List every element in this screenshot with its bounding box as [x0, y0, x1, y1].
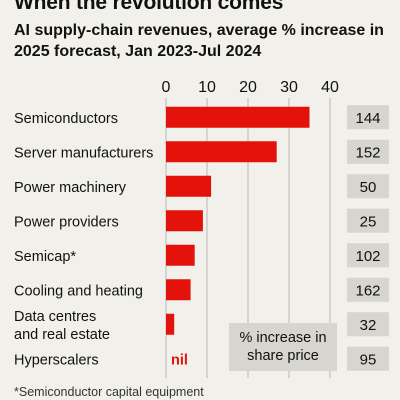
share-price-label-box: [229, 323, 337, 371]
share-price-box: [347, 346, 389, 371]
x-tick-label: 10: [198, 79, 216, 96]
category-label: Power providers: [14, 214, 119, 230]
category-label: Hyperscalers: [14, 352, 99, 368]
share-price-value: 32: [360, 317, 377, 334]
category-label: and real estate: [14, 327, 110, 343]
share-price-value: 144: [355, 110, 380, 127]
data-label: nil: [171, 352, 188, 368]
x-tick-label: 30: [280, 79, 298, 96]
share-price-label: share price: [247, 348, 319, 364]
bar: [166, 279, 191, 301]
share-price-box: [347, 243, 389, 268]
bar: [166, 313, 175, 335]
bar: [166, 210, 203, 232]
bar: [166, 141, 277, 163]
footnote: *Semiconductor capital equipment: [14, 385, 204, 399]
share-price-box: [347, 312, 389, 337]
category-label: Semiconductors: [14, 111, 118, 127]
category-label: Semicap*: [14, 249, 76, 265]
share-price-value: 162: [355, 282, 380, 299]
share-price-box: [347, 208, 389, 233]
chart-subtitle: AI supply-chain revenues, average % incr…: [14, 22, 384, 60]
x-tick-label: 0: [162, 79, 171, 96]
chart-title: When the revolution comes: [14, 0, 284, 14]
x-tick-label: 20: [239, 79, 257, 96]
category-label: Cooling and heating: [14, 283, 143, 299]
share-price-value: 95: [360, 351, 377, 368]
share-price-box: [347, 174, 389, 199]
category-label: Server manufacturers: [14, 145, 153, 161]
share-price-box: [347, 105, 389, 130]
share-price-value: 25: [360, 213, 377, 230]
share-price-value: 102: [355, 248, 380, 265]
bar: [166, 175, 212, 197]
category-label: Data centres: [14, 309, 96, 325]
share-price-value: 50: [360, 179, 377, 196]
x-tick-label: 40: [321, 79, 339, 96]
category-label: Power machinery: [14, 180, 127, 196]
bar: [166, 106, 310, 128]
share-price-box: [347, 277, 389, 302]
share-price-value: 152: [355, 144, 380, 161]
share-price-label: % increase in: [239, 330, 326, 346]
share-price-box: [347, 139, 389, 164]
bar: [166, 244, 195, 266]
